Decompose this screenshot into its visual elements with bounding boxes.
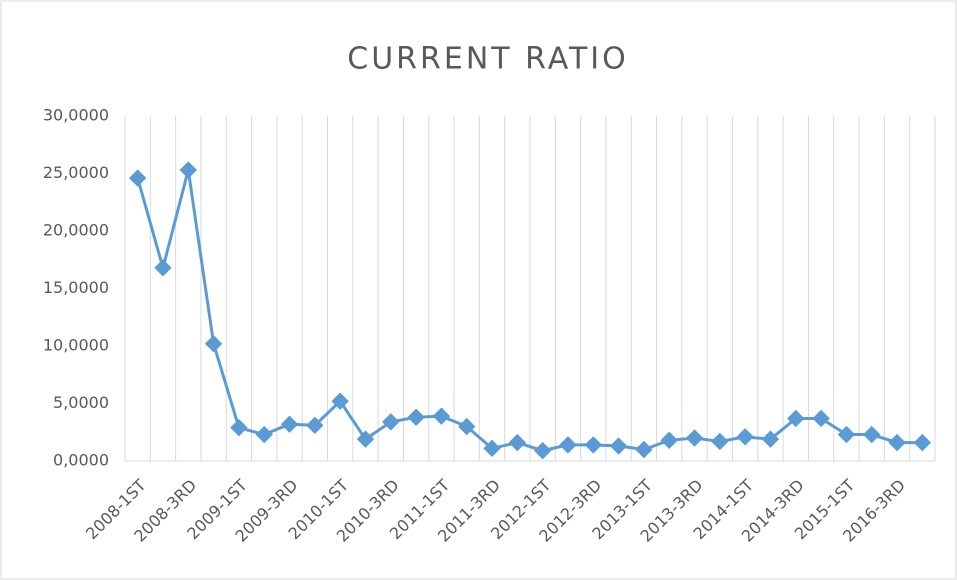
marker	[812, 409, 830, 428]
marker	[584, 436, 602, 454]
marker	[559, 436, 577, 454]
marker	[685, 429, 704, 447]
marker	[888, 433, 906, 452]
marker	[280, 415, 299, 433]
y-tick-label: 15,0000	[43, 278, 109, 297]
marker	[382, 413, 400, 431]
marker	[508, 433, 527, 452]
y-tick-label: 5,0000	[53, 393, 109, 412]
marker	[761, 430, 780, 448]
marker	[736, 428, 754, 446]
marker	[863, 425, 881, 444]
marker	[432, 407, 451, 425]
marker	[154, 259, 172, 277]
marker	[787, 409, 805, 428]
marker	[609, 437, 628, 455]
marker	[179, 161, 197, 179]
marker	[483, 439, 501, 458]
marker	[407, 408, 425, 427]
marker	[128, 169, 147, 187]
marker	[306, 416, 324, 435]
y-tick-label: 25,0000	[43, 163, 109, 182]
marker	[711, 432, 729, 451]
marker	[230, 418, 248, 437]
marker	[913, 433, 932, 452]
marker	[331, 392, 349, 410]
marker	[458, 417, 476, 436]
marker	[660, 431, 678, 450]
marker	[356, 430, 375, 448]
marker	[533, 441, 552, 460]
y-tick-label: 30,0000	[43, 106, 109, 125]
marker	[255, 425, 273, 444]
y-tick-label: 20,0000	[43, 221, 109, 240]
y-tick-label: 10,0000	[43, 336, 109, 355]
marker	[837, 425, 856, 444]
marker	[204, 334, 223, 353]
y-tick-label: 0,0000	[53, 451, 109, 470]
chart-title: CURRENT RATIO	[347, 42, 628, 77]
marker	[635, 440, 653, 459]
